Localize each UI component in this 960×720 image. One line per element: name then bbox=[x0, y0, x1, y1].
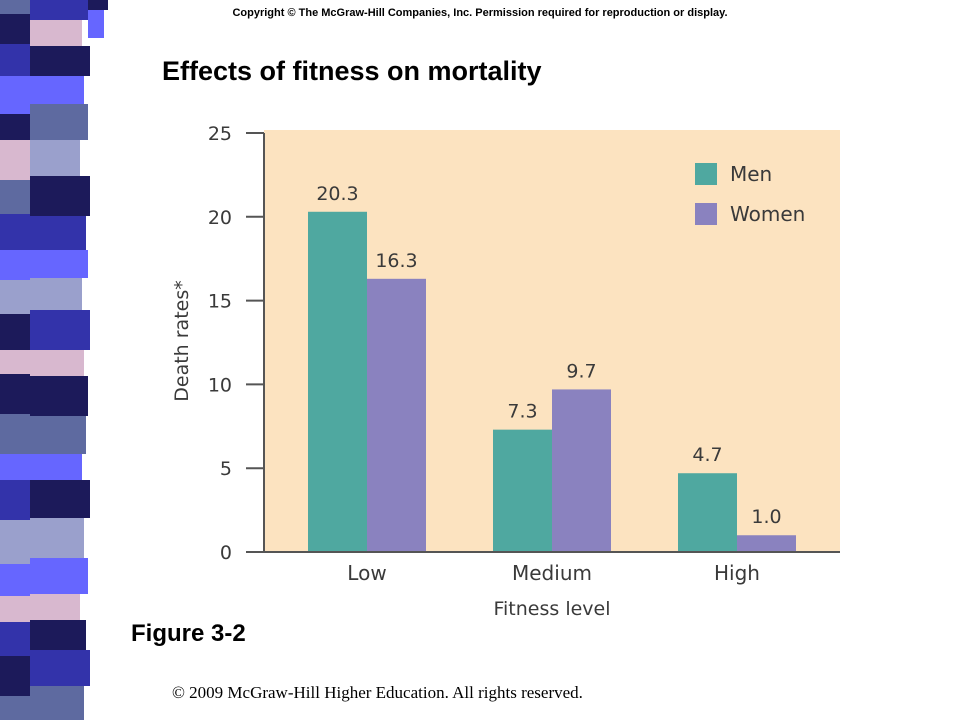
strip-block bbox=[30, 20, 82, 46]
strip-block bbox=[0, 696, 30, 720]
bar-women-medium bbox=[552, 389, 611, 552]
legend-label: Men bbox=[730, 162, 772, 186]
x-axis-label: Fitness level bbox=[493, 598, 610, 620]
y-tick-label: 20 bbox=[208, 207, 232, 229]
strip-block bbox=[0, 14, 34, 44]
strip-block bbox=[30, 594, 80, 620]
strip-block bbox=[30, 216, 86, 250]
y-axis: 0 5 10 15 20 25 bbox=[208, 123, 265, 564]
strip-block bbox=[0, 520, 30, 564]
legend: Men Women bbox=[695, 162, 805, 226]
bar-men-high bbox=[678, 473, 737, 552]
strip-block bbox=[0, 180, 34, 214]
bars-group bbox=[308, 211, 796, 552]
bar-value-label: 7.3 bbox=[507, 401, 537, 423]
strip-block bbox=[0, 596, 34, 622]
y-tick-label: 15 bbox=[208, 291, 232, 313]
strip-block bbox=[30, 376, 88, 416]
slide-title: Effects of fitness on mortality bbox=[162, 56, 542, 86]
strip-block bbox=[30, 518, 84, 558]
x-axis: Low Medium High bbox=[246, 551, 840, 585]
strip-block bbox=[30, 140, 80, 176]
strip-block bbox=[30, 650, 90, 686]
strip-block bbox=[0, 44, 32, 76]
strip-block bbox=[0, 622, 30, 656]
strip-block bbox=[30, 76, 84, 104]
decorative-side-strip bbox=[0, 0, 108, 720]
strip-block bbox=[0, 140, 30, 180]
figure-label: Figure 3-2 bbox=[131, 620, 246, 647]
strip-block bbox=[0, 350, 34, 374]
x-tick-label: High bbox=[714, 561, 760, 585]
bar-value-label: 1.0 bbox=[751, 506, 781, 528]
y-axis-label: Death rates* bbox=[171, 280, 193, 402]
strip-block bbox=[30, 620, 86, 650]
strip-block bbox=[30, 310, 90, 350]
y-tick-label: 10 bbox=[208, 374, 232, 396]
x-tick-label: Medium bbox=[512, 561, 592, 585]
strip-block bbox=[88, 0, 108, 10]
strip-block bbox=[30, 416, 86, 454]
strip-block bbox=[30, 0, 88, 20]
strip-block bbox=[88, 10, 104, 38]
strip-block bbox=[0, 480, 34, 520]
legend-label: Women bbox=[730, 202, 805, 226]
x-tick-label: Low bbox=[347, 561, 386, 585]
strip-block bbox=[0, 76, 30, 114]
strip-block bbox=[0, 114, 34, 140]
bar-women-high bbox=[737, 535, 796, 552]
bar-men-low bbox=[308, 211, 367, 552]
value-labels-group: 20.3 16.3 7.3 9.7 4.7 1.0 bbox=[316, 183, 781, 528]
strip-block bbox=[30, 454, 82, 480]
bar-value-label: 9.7 bbox=[566, 360, 596, 382]
strip-block bbox=[0, 564, 32, 596]
bar-value-label: 4.7 bbox=[692, 444, 722, 466]
bar-women-low bbox=[367, 278, 426, 552]
y-tick-label: 0 bbox=[220, 542, 232, 564]
strip-block bbox=[0, 314, 30, 350]
footer-copyright: © 2009 McGraw-Hill Higher Education. All… bbox=[172, 683, 583, 702]
strip-block bbox=[30, 278, 82, 310]
strip-block bbox=[0, 214, 30, 250]
strip-block bbox=[0, 414, 32, 454]
strip-block bbox=[30, 350, 84, 376]
strip-block bbox=[30, 480, 90, 518]
strip-block bbox=[30, 250, 88, 278]
bar-value-label: 16.3 bbox=[375, 250, 417, 272]
strip-block bbox=[30, 46, 90, 76]
bar-chart: 20.3 16.3 7.3 9.7 4.7 1.0 0 5 10 15 20 25 Low Mediu… bbox=[171, 123, 840, 620]
strip-block bbox=[0, 374, 30, 414]
copyright-notice-top: Copyright © The McGraw-Hill Companies, I… bbox=[232, 7, 728, 19]
strip-block bbox=[30, 176, 90, 216]
bar-value-label: 20.3 bbox=[316, 183, 358, 205]
strip-block bbox=[0, 250, 34, 280]
strip-block bbox=[30, 558, 88, 594]
strip-block bbox=[0, 454, 30, 480]
y-tick-label: 25 bbox=[208, 123, 232, 145]
strip-block bbox=[30, 104, 88, 140]
legend-swatch-men bbox=[695, 163, 717, 185]
legend-swatch-women bbox=[695, 203, 717, 225]
y-tick-label: 5 bbox=[220, 458, 232, 480]
strip-block bbox=[30, 686, 84, 720]
strip-block bbox=[0, 656, 32, 696]
strip-block bbox=[0, 0, 30, 14]
strip-block bbox=[0, 280, 32, 314]
bar-men-medium bbox=[493, 429, 552, 552]
